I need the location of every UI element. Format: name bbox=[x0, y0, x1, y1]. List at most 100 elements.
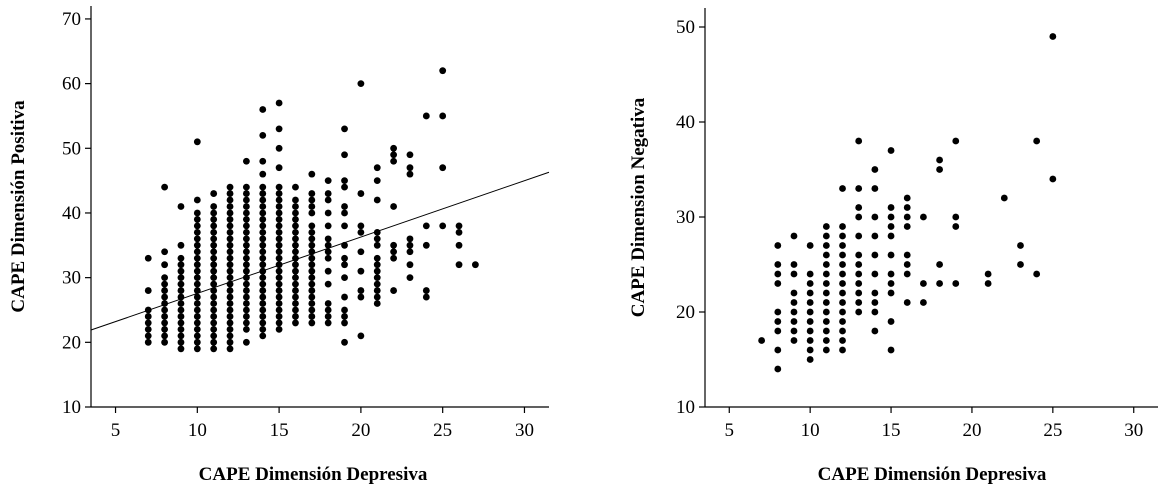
data-point bbox=[790, 308, 798, 316]
data-point bbox=[292, 306, 299, 314]
data-point bbox=[226, 235, 234, 243]
data-point bbox=[275, 190, 283, 197]
chart-negativa: 5 10 15 20 25 30 10 20 30 40 50 CAPE Dimensión Depr… bbox=[628, 8, 1158, 485]
data-point bbox=[177, 319, 185, 327]
data-point bbox=[439, 67, 447, 75]
data-point bbox=[373, 274, 381, 282]
data-point bbox=[210, 287, 218, 294]
data-point bbox=[226, 306, 234, 314]
data-point bbox=[193, 209, 201, 217]
data-point bbox=[871, 299, 879, 306]
data-point bbox=[226, 228, 234, 236]
data-point bbox=[177, 241, 185, 249]
data-point bbox=[903, 251, 911, 259]
data-point bbox=[790, 318, 798, 325]
data-point bbox=[308, 254, 316, 262]
y-tick-label: 30 bbox=[62, 268, 81, 289]
data-point bbox=[357, 248, 365, 256]
data-point bbox=[920, 299, 927, 306]
data-point bbox=[373, 235, 381, 243]
data-point bbox=[324, 196, 332, 204]
data-point bbox=[210, 248, 218, 256]
data-point bbox=[936, 166, 943, 173]
data-point bbox=[275, 183, 283, 191]
data-point bbox=[855, 261, 863, 268]
data-point bbox=[806, 242, 814, 249]
data-point bbox=[242, 300, 250, 307]
data-point bbox=[357, 287, 365, 294]
x-tick-label: 30 bbox=[1124, 420, 1143, 441]
data-point bbox=[292, 222, 299, 230]
data-point bbox=[177, 332, 185, 340]
data-point bbox=[341, 183, 348, 191]
data-point bbox=[275, 293, 283, 301]
x-tick-label: 25 bbox=[433, 420, 452, 441]
data-point bbox=[774, 270, 782, 278]
data-point bbox=[806, 280, 814, 287]
data-point bbox=[193, 235, 201, 243]
data-point bbox=[839, 289, 846, 297]
data-point bbox=[887, 204, 895, 211]
data-point bbox=[855, 299, 863, 306]
x-tick-label: 15 bbox=[270, 420, 289, 441]
data-point bbox=[226, 313, 234, 320]
data-point bbox=[259, 106, 267, 113]
data-point bbox=[373, 287, 381, 294]
data-point bbox=[839, 232, 846, 240]
data-point bbox=[242, 287, 250, 294]
data-point bbox=[259, 183, 267, 191]
data-point bbox=[210, 325, 218, 333]
data-point bbox=[839, 185, 846, 192]
data-point bbox=[226, 216, 234, 223]
data-point bbox=[341, 203, 348, 210]
data-point bbox=[806, 356, 814, 363]
data-point bbox=[193, 280, 201, 288]
data-point bbox=[259, 196, 267, 204]
data-point bbox=[373, 254, 381, 262]
data-point bbox=[903, 270, 911, 278]
data-point bbox=[822, 251, 830, 259]
y-tick-label: 10 bbox=[676, 397, 695, 418]
data-point bbox=[324, 319, 332, 327]
data-point bbox=[308, 319, 316, 327]
data-point bbox=[275, 319, 283, 327]
data-point bbox=[226, 300, 234, 307]
y-tick-label: 50 bbox=[62, 138, 81, 159]
data-point bbox=[903, 213, 911, 221]
data-point bbox=[936, 280, 943, 287]
data-point bbox=[341, 306, 348, 314]
data-point bbox=[373, 300, 381, 307]
data-point bbox=[308, 306, 316, 314]
data-point bbox=[357, 293, 365, 301]
data-point bbox=[308, 209, 316, 217]
data-point bbox=[406, 164, 414, 172]
data-point bbox=[210, 300, 218, 307]
data-point bbox=[210, 280, 218, 288]
data-point bbox=[193, 254, 201, 262]
data-point bbox=[341, 222, 348, 230]
data-point bbox=[161, 274, 169, 282]
data-point bbox=[1033, 270, 1041, 278]
x-tick-label: 20 bbox=[351, 420, 370, 441]
data-point bbox=[822, 337, 830, 344]
data-point bbox=[855, 185, 863, 192]
data-point bbox=[774, 346, 782, 354]
data-point bbox=[422, 241, 430, 249]
data-point bbox=[210, 222, 218, 230]
data-point bbox=[193, 325, 201, 333]
data-point bbox=[292, 280, 299, 288]
data-point bbox=[275, 228, 283, 236]
data-point bbox=[226, 274, 234, 282]
x-tick-label: 30 bbox=[515, 420, 534, 441]
data-point bbox=[855, 308, 863, 316]
data-point bbox=[887, 232, 895, 240]
data-point bbox=[308, 280, 316, 288]
data-point bbox=[855, 270, 863, 278]
data-point bbox=[871, 270, 879, 278]
chart-positiva: 5 10 15 20 25 30 10 20 30 40 50 60 70 CAPE Dimensión … bbox=[8, 6, 550, 485]
data-point bbox=[193, 332, 201, 340]
data-point bbox=[422, 222, 430, 230]
data-point bbox=[226, 293, 234, 301]
data-point bbox=[455, 222, 463, 230]
